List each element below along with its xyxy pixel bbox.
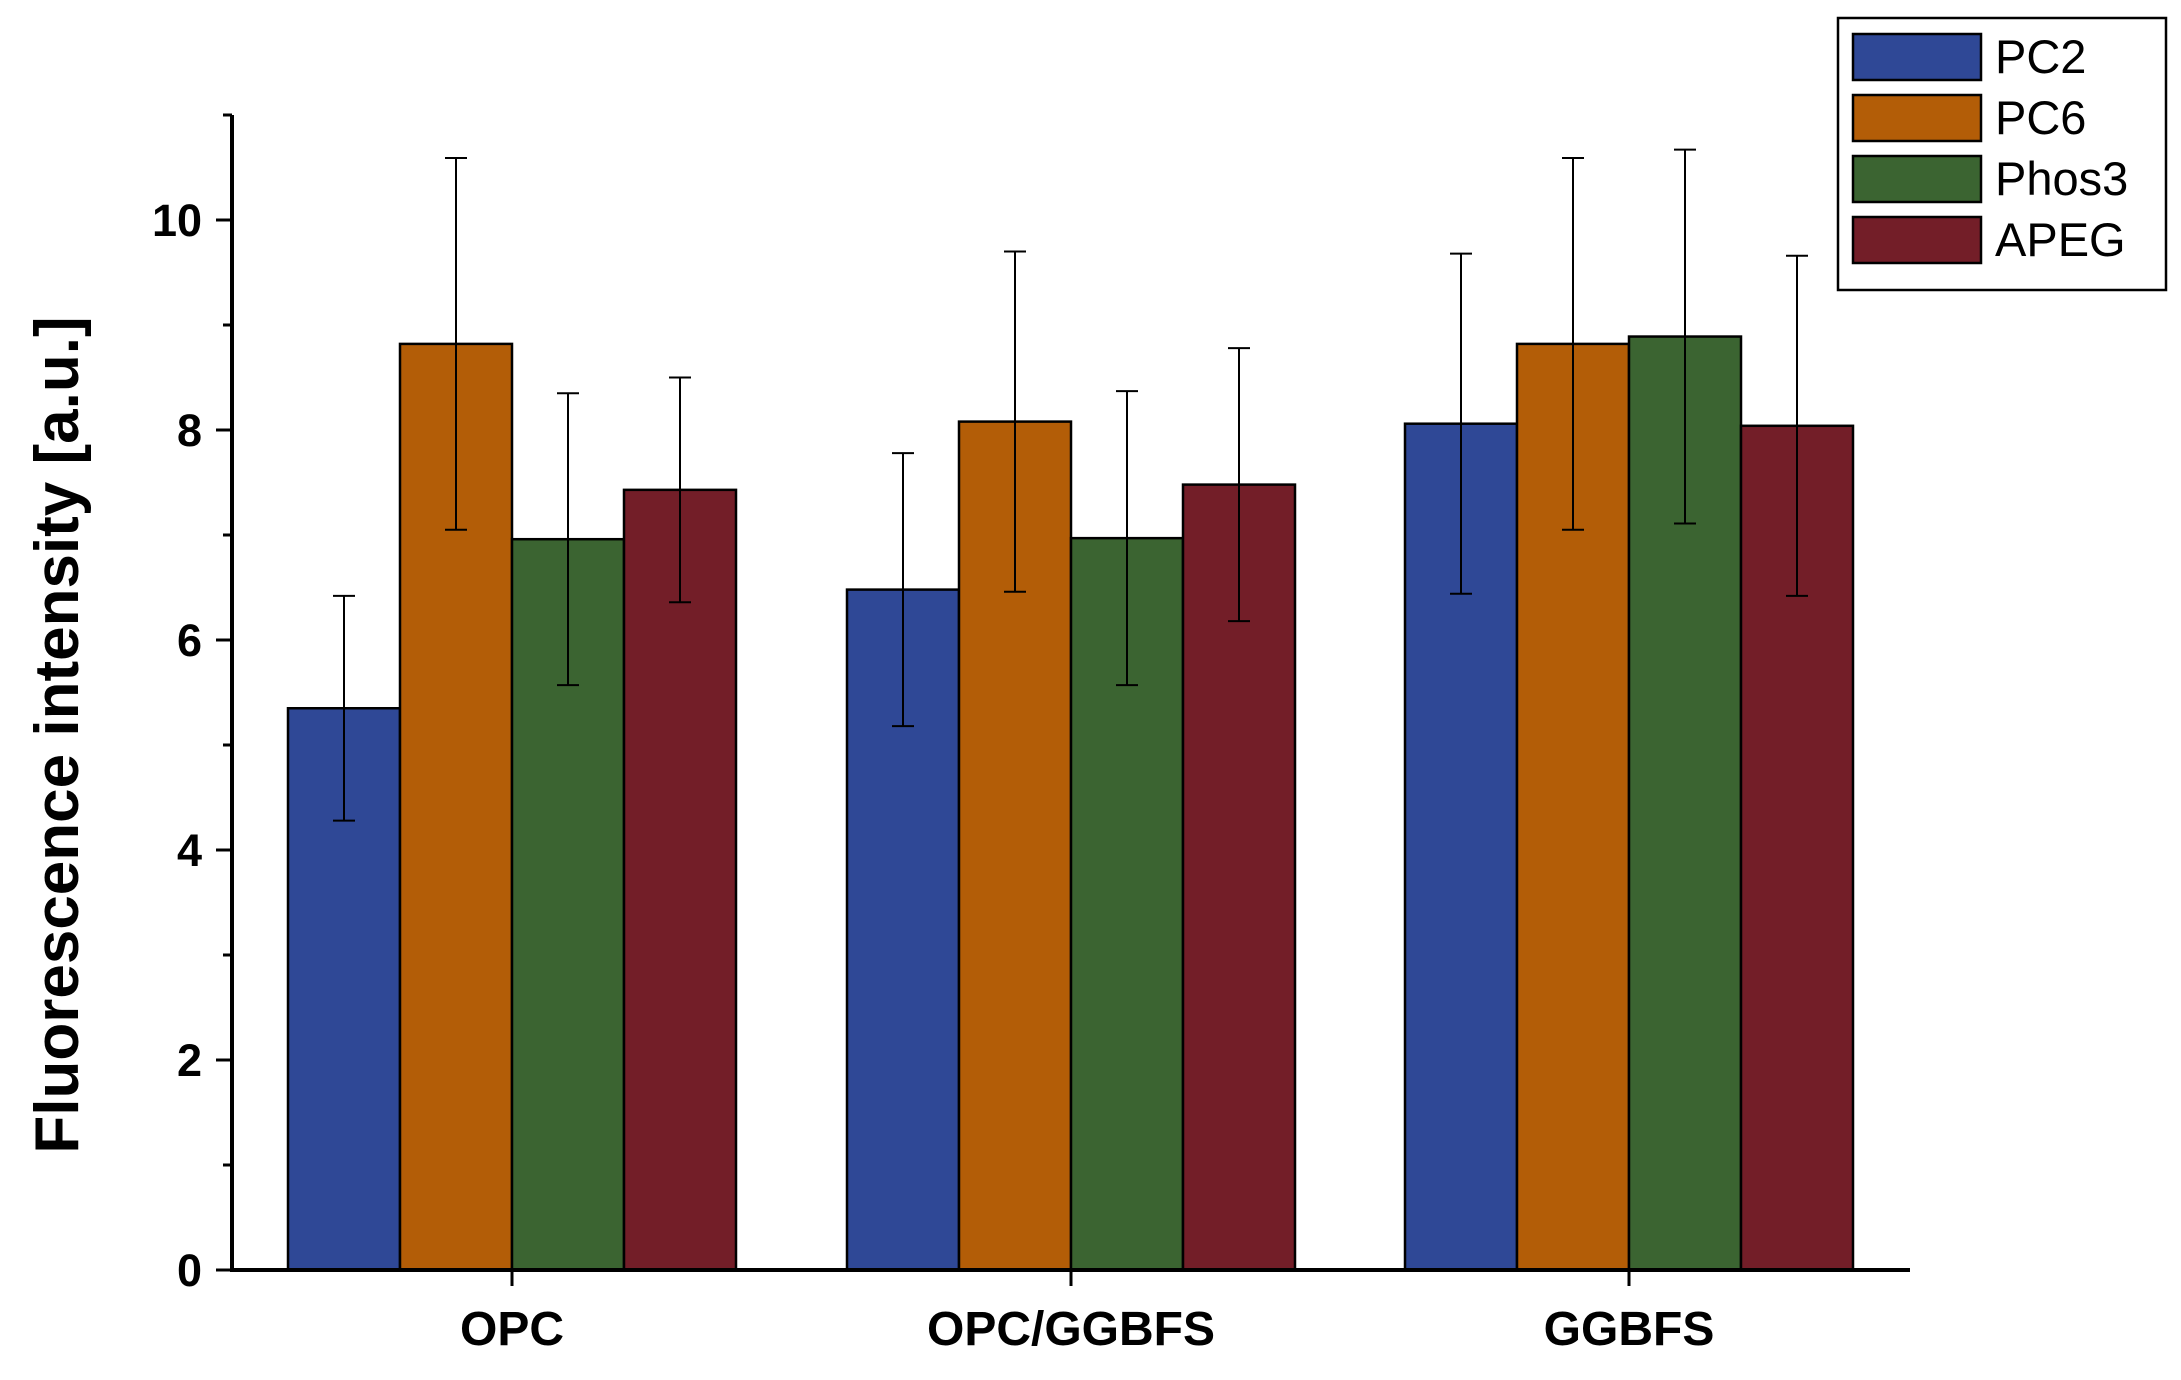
- legend-swatch-apeg: [1851, 215, 1983, 265]
- x-category-label: GGBFS: [1544, 1303, 1715, 1356]
- error-bar-pc6-opc-ggbfs: [1004, 250, 1026, 593]
- error-bar-pc6-opc: [445, 157, 467, 531]
- y-tick-label: 6: [177, 615, 202, 666]
- y-tick-label: 4: [177, 825, 202, 876]
- error-bars-layer: [333, 148, 1808, 822]
- bar-apeg-opc: [622, 488, 738, 1272]
- error-bar-apeg-opc-ggbfs: [1228, 347, 1250, 623]
- error-bar-pc2-opc-ggbfs: [892, 452, 914, 728]
- error-bar-apeg-opc: [669, 376, 691, 604]
- y-tick-label: 8: [177, 405, 202, 456]
- error-bar-pc6-ggbfs: [1562, 157, 1584, 531]
- error-bar-phos3-opc: [557, 392, 579, 687]
- y-tick-label: 10: [152, 195, 202, 246]
- legend-label-pc6: PC6: [1995, 91, 2086, 144]
- legend-label-pc2: PC2: [1995, 30, 2086, 83]
- labels-layer: 0 2 4 6 8 10 OPC OPC/GGBFS GGBFS: [152, 195, 1714, 1356]
- error-bar-phos3-ggbfs: [1674, 148, 1696, 525]
- y-tick-label: 0: [177, 1245, 202, 1296]
- legend-swatch-pc6: [1851, 93, 1983, 143]
- legend-label-apeg: APEG: [1995, 213, 2126, 266]
- axes-layer: [216, 113, 1910, 1286]
- legend-swatch-phos3: [1851, 154, 1983, 204]
- error-bar-phos3-opc-ggbfs: [1116, 390, 1138, 687]
- y-axis-title: Fluorescence intensity [a.u.]: [23, 316, 92, 1153]
- bars-layer: [286, 335, 1855, 1272]
- x-category-label: OPC: [460, 1303, 564, 1356]
- legend-swatch-pc2: [1851, 32, 1983, 82]
- legend-label-phos3: Phos3: [1995, 152, 2128, 205]
- error-bar-pc2-ggbfs: [1450, 252, 1472, 595]
- legend: PC2 PC6 Phos3 APEG: [1836, 16, 2168, 292]
- error-bar-pc2-opc: [333, 594, 355, 822]
- y-tick-label: 2: [177, 1035, 202, 1086]
- error-bar-apeg-ggbfs: [1786, 254, 1808, 597]
- x-category-label: OPC/GGBFS: [927, 1303, 1215, 1356]
